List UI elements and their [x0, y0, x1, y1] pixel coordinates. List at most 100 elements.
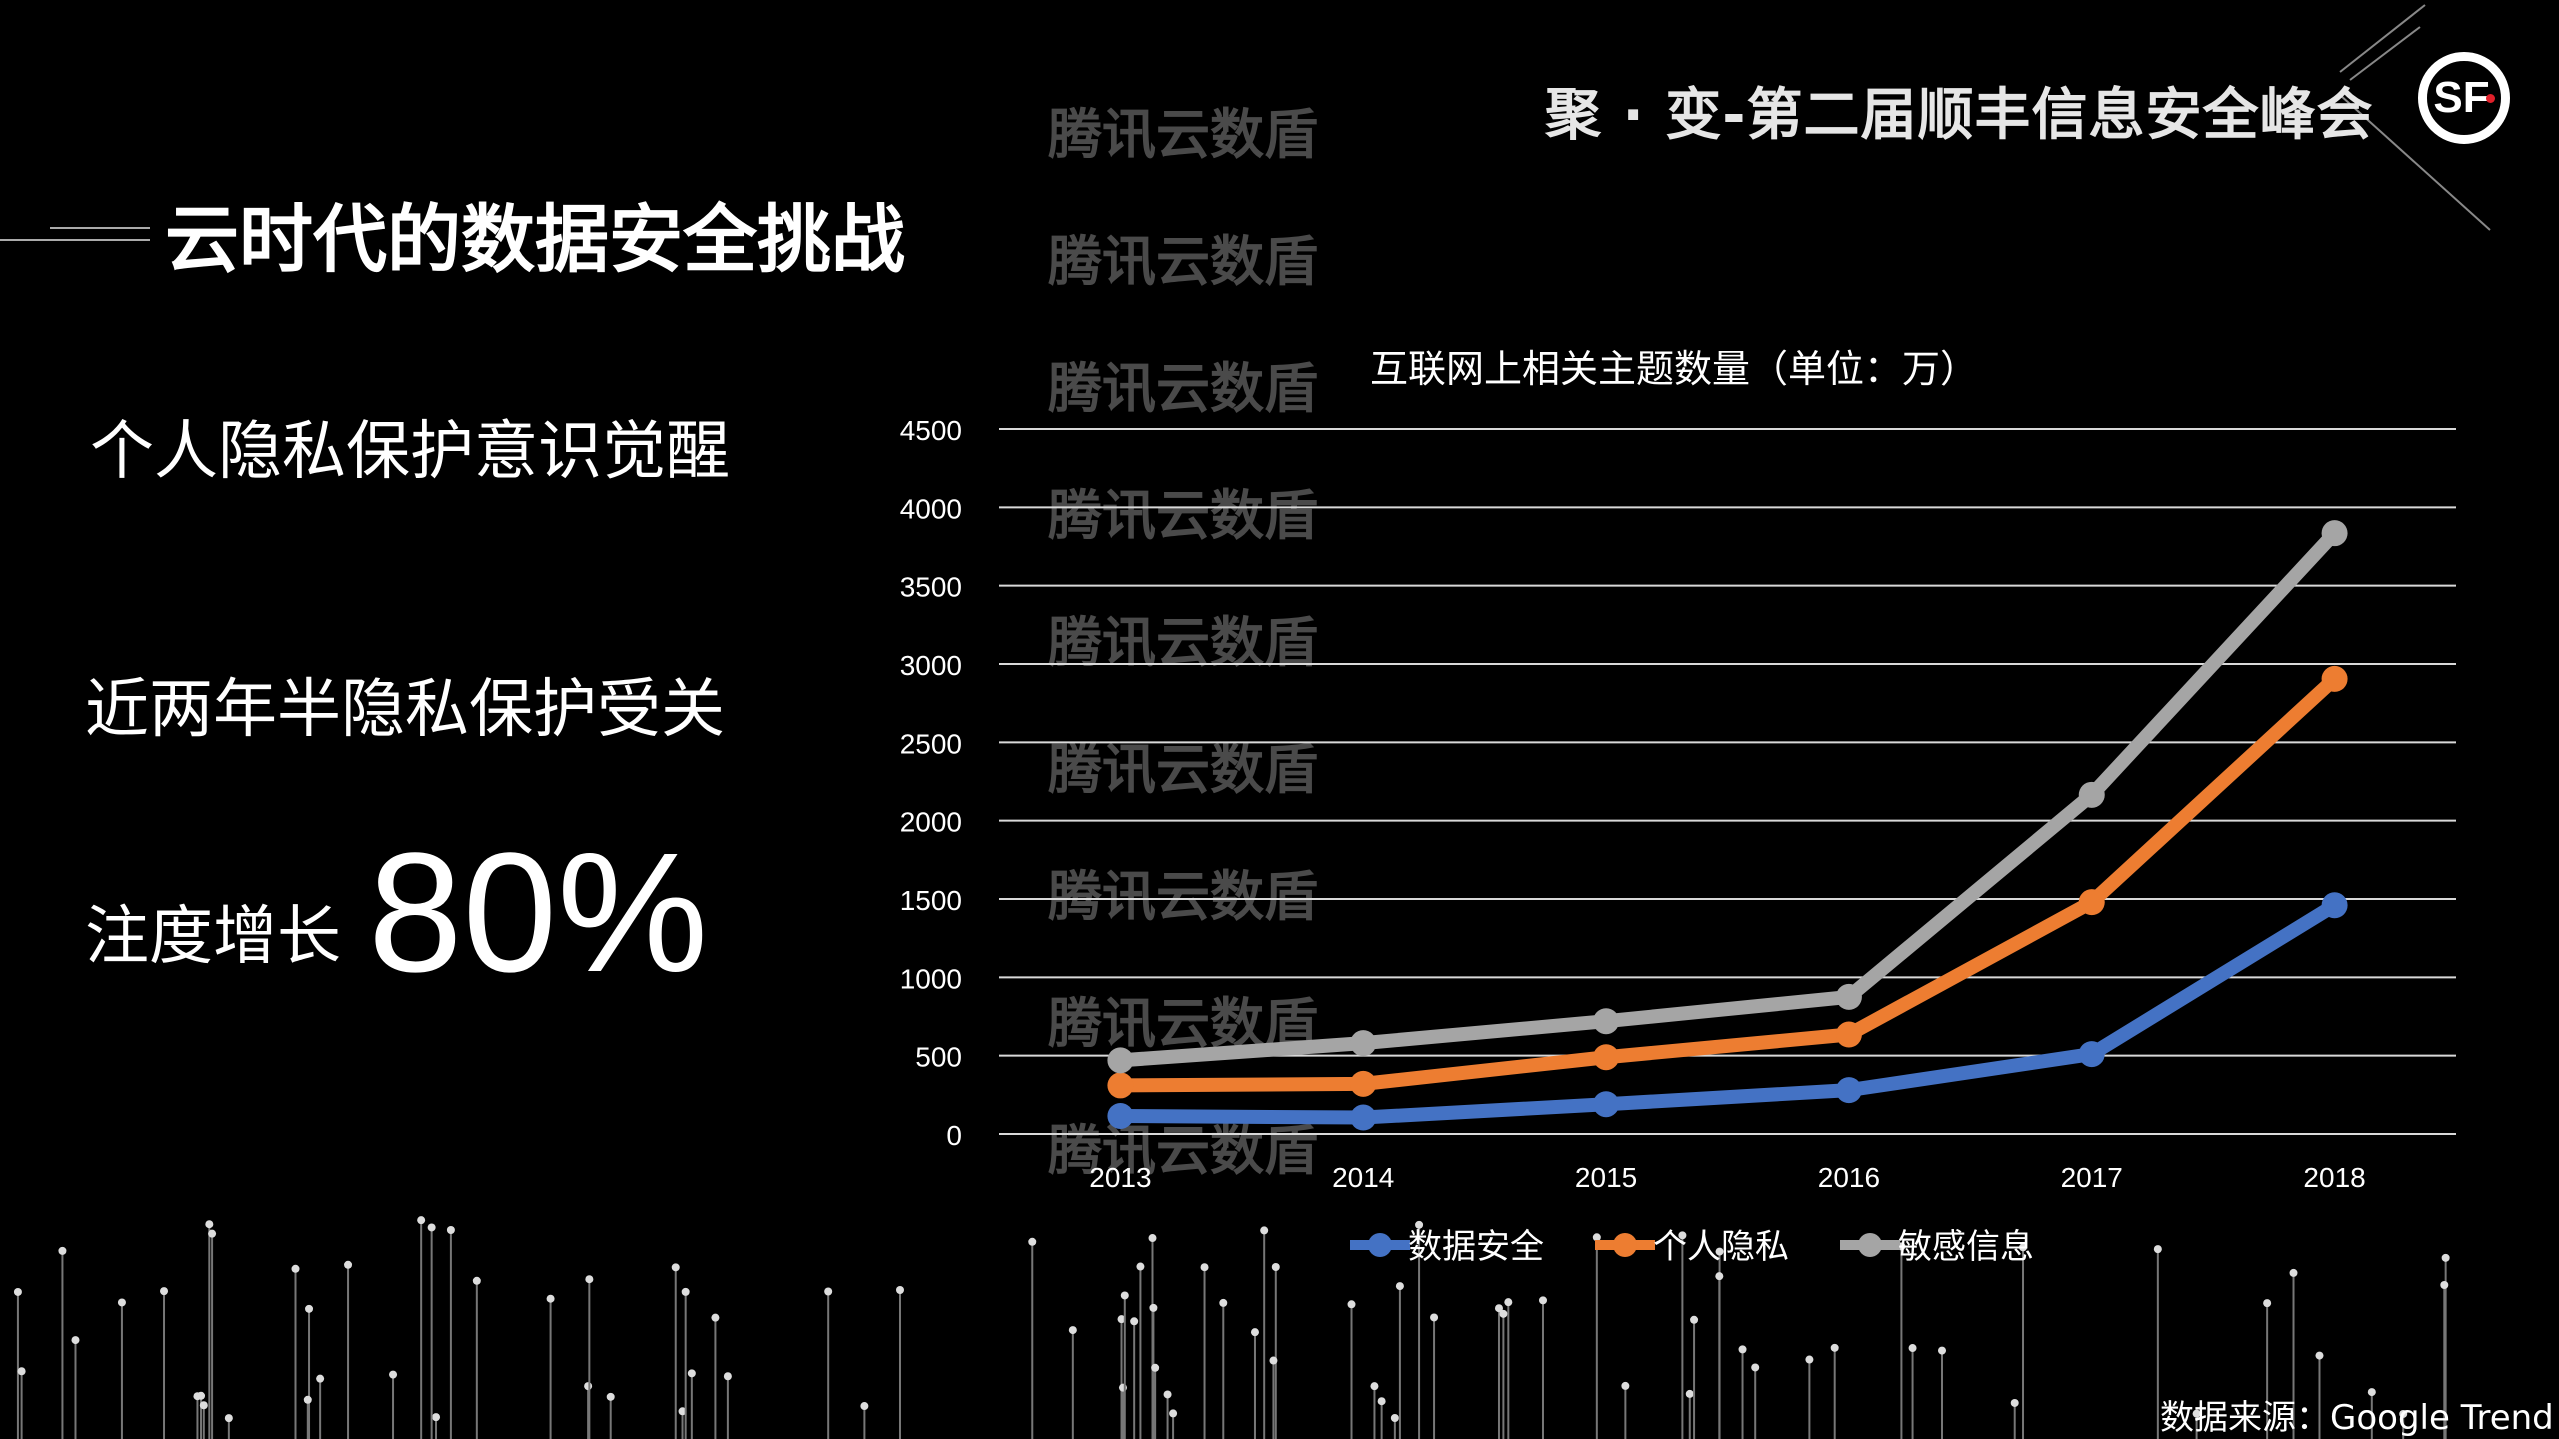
rain-dot	[895, 1286, 904, 1295]
rain-dot	[1415, 1220, 1424, 1229]
rain-dot	[2019, 1243, 2028, 1252]
rain-dot	[1390, 1413, 1399, 1422]
logo-text: SF	[2433, 73, 2490, 122]
rain-dot	[1715, 1272, 1724, 1281]
data-point	[2078, 1041, 2105, 1068]
rain-dot	[1269, 1356, 1278, 1365]
x-tick-label: 2018	[2303, 1162, 2365, 1193]
rain-dot	[1690, 1315, 1699, 1324]
legend-label: 敏感信息	[1898, 1227, 2034, 1267]
slide-title: 云时代的数据安全挑战	[165, 197, 905, 283]
logo-frame-line	[2339, 94, 2491, 231]
rain-dot	[199, 1401, 208, 1410]
summit-title: 聚 · 变-第二届顺丰信息安全峰会	[1545, 83, 2374, 148]
rain-dot	[71, 1336, 80, 1345]
rain-dot	[291, 1264, 300, 1273]
data-source: 数据来源：Google Trend	[2160, 1398, 2554, 1438]
rain-dot	[17, 1367, 26, 1376]
logo-frame-line	[2339, 4, 2426, 73]
rain-dot	[205, 1220, 214, 1229]
rain-dot	[687, 1369, 696, 1378]
x-tick-label: 2017	[2061, 1162, 2123, 1193]
rain-dot	[303, 1395, 312, 1404]
y-tick-label: 1500	[900, 885, 962, 916]
legend-marker	[1613, 1233, 1637, 1257]
watermark: 腾讯云数盾	[1048, 1119, 1318, 1182]
rain-dot	[1938, 1346, 1947, 1355]
data-point	[1107, 1072, 1134, 1099]
logo-dot-icon	[2485, 93, 2495, 103]
legend-marker	[1858, 1233, 1882, 1257]
x-tick-label: 2015	[1575, 1162, 1637, 1193]
y-tick-label: 0	[946, 1120, 962, 1151]
data-point	[1107, 1047, 1134, 1074]
rain-dot	[1200, 1263, 1209, 1272]
rain-dot	[711, 1313, 720, 1322]
rain-dot	[1028, 1237, 1037, 1246]
rain-dot	[2010, 1398, 2019, 1407]
rain-dot	[1494, 1304, 1503, 1313]
data-point	[1593, 1091, 1620, 1118]
rain-dot	[1377, 1397, 1386, 1406]
point-privacy-awareness: 个人隐私保护意识觉醒	[90, 415, 730, 489]
series-line	[1120, 673, 2340, 1093]
legend-marker	[1368, 1233, 1392, 1257]
data-point	[1835, 1021, 1862, 1048]
rain-dot	[1163, 1390, 1172, 1399]
rain-dot	[1592, 1233, 1601, 1242]
rain-dot	[316, 1374, 325, 1383]
rain-dot	[671, 1263, 680, 1272]
rain-dot	[606, 1392, 615, 1401]
rain-dot	[2192, 1409, 2201, 1418]
rain-dot	[2315, 1351, 2324, 1360]
watermark: 腾讯云数盾	[1048, 484, 1318, 547]
rain-dot	[1738, 1345, 1747, 1354]
rain-dot	[1751, 1363, 1760, 1372]
x-tick-label: 2014	[1332, 1162, 1394, 1193]
watermark: 腾讯云数盾	[1048, 865, 1318, 928]
rain-dot	[1504, 1298, 1513, 1307]
rain-dot	[2440, 1280, 2449, 1289]
rain-dot	[427, 1223, 436, 1232]
legend-label: 数据安全	[1408, 1227, 1544, 1267]
rain-dot	[1830, 1343, 1839, 1352]
rain-dot	[389, 1370, 398, 1379]
rain-dot	[160, 1287, 169, 1296]
light-rain-decoration	[13, 1216, 2450, 1439]
data-point	[2321, 520, 2348, 547]
rain-dot	[224, 1414, 233, 1423]
rain-dot	[58, 1246, 67, 1255]
rain-dot	[2367, 1388, 2376, 1397]
rain-dot	[678, 1407, 687, 1416]
point-privacy-growth: 近两年半隐私保护受关	[85, 673, 725, 747]
data-point	[1350, 1104, 1377, 1131]
watermark: 腾讯云数盾	[1048, 230, 1318, 293]
watermark: 腾讯云数盾	[1048, 357, 1318, 420]
rain-dot	[432, 1413, 441, 1422]
rain-dot	[1117, 1315, 1126, 1324]
rain-dot	[2153, 1245, 2162, 1254]
rain-dot	[1260, 1226, 1269, 1235]
sf-logo: SF	[2418, 52, 2510, 144]
rain-dot	[472, 1276, 481, 1285]
rain-dot	[1148, 1234, 1157, 1243]
rain-dot	[446, 1226, 455, 1235]
rain-dot	[1621, 1381, 1630, 1390]
chart-title: 互联网上相关主题数量（单位：万）	[1370, 347, 1979, 391]
rain-dot	[546, 1294, 555, 1303]
rain-dot	[1395, 1282, 1404, 1291]
logo-frame-line	[2349, 26, 2421, 81]
rain-dot	[1219, 1298, 1228, 1307]
rain-dot	[208, 1229, 217, 1238]
rain-dot	[1499, 1309, 1508, 1318]
data-point	[2321, 665, 2348, 692]
rain-dot	[117, 1298, 126, 1307]
rain-dot	[2289, 1268, 2298, 1277]
rain-dot	[2399, 1409, 2408, 1418]
rain-dot	[860, 1402, 869, 1411]
y-tick-label: 1000	[900, 963, 962, 994]
data-point	[1593, 1044, 1620, 1071]
series-line	[1120, 899, 2339, 1125]
data-point	[2078, 781, 2105, 808]
series-line	[1119, 528, 2340, 1068]
